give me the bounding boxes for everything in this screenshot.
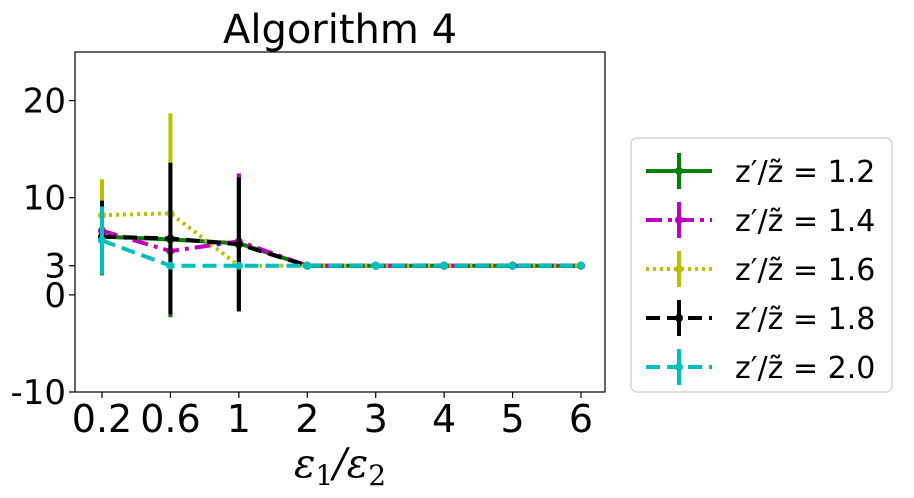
- y-tick-label: 10: [23, 179, 66, 219]
- legend: z′/z̃ = 1.2 z′/z̃ = 1.4 z′/z̃ = 1.6 z′/z̃ =…: [630, 137, 893, 393]
- data-point: [234, 261, 243, 270]
- data-point: [166, 261, 175, 270]
- legend-label: z′/z̃ = 1.4: [735, 204, 875, 239]
- data-point: [98, 236, 106, 245]
- x-tick-label: 0.2: [72, 397, 132, 441]
- data-point: [371, 261, 380, 270]
- y-tick-label: 20: [23, 82, 66, 122]
- legend-marker: [675, 363, 683, 371]
- legend-marker: [675, 314, 683, 322]
- x-tick-label: 6: [569, 397, 593, 441]
- legend-item: z′/z̃ = 1.4: [646, 202, 875, 239]
- data-point: [303, 261, 312, 270]
- y-tick-label: 3: [44, 247, 66, 287]
- legend-label: z′/z̃ = 1.2: [735, 155, 875, 190]
- y-tick-label: 0: [44, 276, 66, 316]
- plot-area: [74, 51, 606, 393]
- legend-label: z′/z̃ = 1.6: [735, 253, 875, 288]
- legend-item: z′/z̃ = 1.6: [646, 251, 875, 288]
- legend-frame: [630, 137, 893, 393]
- data-point: [508, 261, 517, 270]
- chart-title: Algorithm 4: [223, 7, 457, 53]
- legend-label: z′/z̃ = 1.8: [735, 302, 875, 337]
- x-tick-label: 2: [295, 397, 319, 441]
- legend-label: z′/z̃ = 2.0: [735, 351, 875, 386]
- data-point: [166, 234, 175, 243]
- x-axis-label: ε1/ε2: [294, 441, 386, 492]
- series-layer: [98, 113, 585, 318]
- legend-marker: [675, 216, 683, 224]
- data-point: [577, 261, 585, 270]
- x-tick-label: 4: [432, 397, 456, 441]
- legend-marker: [675, 167, 683, 175]
- y-axis: -10 03 10 20: [10, 82, 75, 413]
- x-tick-label: 3: [364, 397, 388, 441]
- x-axis: 0.2 0.6 1 2 3 4 5 6: [72, 392, 593, 441]
- x-tick-label: 1: [227, 397, 251, 441]
- data-point: [440, 261, 449, 270]
- data-point: [234, 240, 243, 249]
- series-4: [98, 162, 585, 315]
- y-tick-label: -10: [10, 373, 66, 413]
- legend-item: z′/z̃ = 2.0: [646, 349, 875, 386]
- x-tick-label: 0.6: [140, 397, 200, 441]
- legend-marker: [675, 265, 683, 273]
- x-tick-label: 5: [500, 397, 524, 441]
- series-line: [101, 228, 581, 268]
- series-5: [98, 206, 585, 275]
- legend-item: z′/z̃ = 1.2: [646, 153, 875, 190]
- legend-item: z′/z̃ = 1.8: [646, 300, 875, 337]
- series-line: [101, 238, 581, 268]
